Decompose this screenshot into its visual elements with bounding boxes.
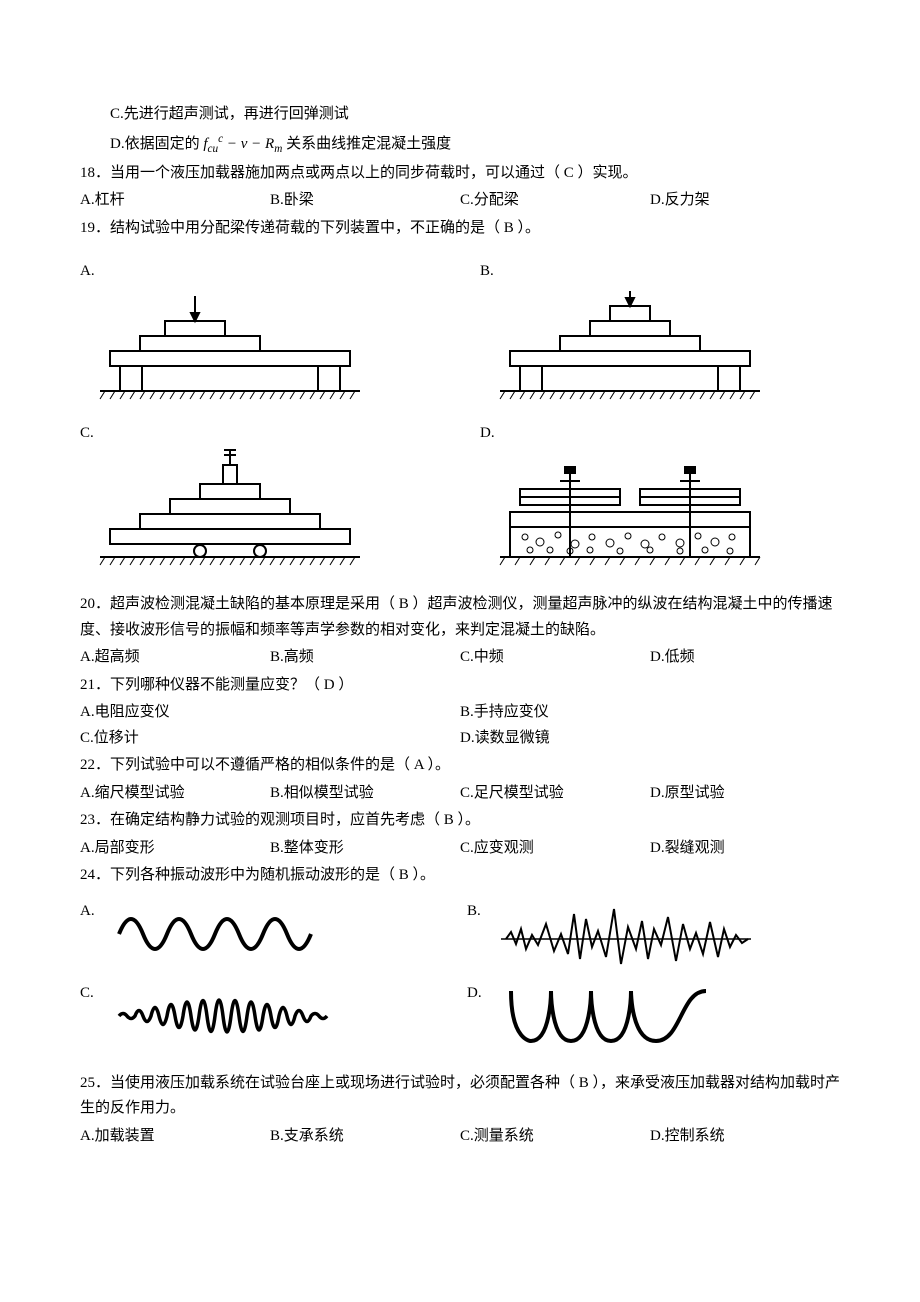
q24-fig-c-svg — [109, 981, 369, 1051]
q20-text: 20．超声波检测混凝土缺陷的基本原理是采用（ B ）超声波检测仪，测量超声脉冲的… — [80, 592, 840, 643]
q19-fig-a: A. — [80, 259, 440, 401]
q19-fig-b-label: B. — [480, 259, 840, 285]
q25-text: 25．当使用液压加载系统在试验台座上或现场进行试验时，必须配置各种（ B ），来… — [80, 1071, 840, 1122]
q20-opt-b: B.高频 — [270, 645, 460, 671]
q21-options: A.电阻应变仪 B.手持应变仪 C.位移计 D.读数显微镜 — [80, 700, 840, 751]
q18-opt-a: A.杠杆 — [80, 188, 270, 214]
q19-fig-d: D. — [480, 421, 840, 563]
q21-opt-b: B.手持应变仪 — [460, 700, 840, 726]
q22-opt-c: C.足尺模型试验 — [460, 781, 650, 807]
q23-opt-d: D.裂缝观测 — [650, 836, 840, 862]
q23-opt-b: B.整体变形 — [270, 836, 460, 862]
q25-opt-a: A.加载装置 — [80, 1124, 270, 1150]
q19-fig-b-svg — [480, 291, 780, 401]
q18-options: A.杠杆 B.卧梁 C.分配梁 D.反力架 — [80, 188, 840, 214]
q20-options: A.超高频 B.高频 C.中频 D.低频 — [80, 645, 840, 671]
q22-opt-d: D.原型试验 — [650, 781, 840, 807]
q24-fig-a-label: A. — [80, 899, 95, 925]
q19-fig-c-label: C. — [80, 421, 440, 447]
option-d-formula: fcuc − ν − Rm — [203, 136, 282, 152]
q23-text: 23．在确定结构静力试验的观测项目时，应首先考虑（ B ）。 — [80, 808, 840, 834]
q24-text: 24．下列各种振动波形中为随机振动波形的是（ B ）。 — [80, 863, 840, 889]
q20-opt-c: C.中频 — [460, 645, 650, 671]
q23-opt-c: C.应变观测 — [460, 836, 650, 862]
q24-fig-d-label: D. — [467, 981, 482, 1007]
q19-fig-c: C. — [80, 421, 440, 563]
q24-fig-b-svg — [496, 899, 756, 969]
q25-opt-d: D.控制系统 — [650, 1124, 840, 1150]
q19-fig-a-svg — [80, 291, 380, 401]
q22-opt-b: B.相似模型试验 — [270, 781, 460, 807]
q18-opt-c: C.分配梁 — [460, 188, 650, 214]
option-d-suffix: 关系曲线推定混凝土强度 — [286, 136, 451, 152]
q20-opt-a: A.超高频 — [80, 645, 270, 671]
q21-text: 21．下列哪种仪器不能测量应变？（ D ） — [80, 673, 840, 699]
q19-text: 19．结构试验中用分配梁传递荷载的下列装置中，不正确的是（ B ）。 — [80, 216, 840, 242]
q21-opt-c: C.位移计 — [80, 726, 460, 752]
q20-opt-d: D.低频 — [650, 645, 840, 671]
option-d-prefix: D.依据固定的 — [110, 136, 200, 152]
q18-text: 18．当用一个液压加载器施加两点或两点以上的同步荷载时，可以通过（ C ）实现。 — [80, 161, 840, 187]
q19-fig-c-svg — [80, 452, 380, 562]
q23-opt-a: A.局部变形 — [80, 836, 270, 862]
q25-opt-b: B.支承系统 — [270, 1124, 460, 1150]
q24-figures: A. B. C. D. — [80, 899, 840, 1051]
q21-opt-a: A.电阻应变仪 — [80, 700, 460, 726]
q22-options: A.缩尺模型试验 B.相似模型试验 C.足尺模型试验 D.原型试验 — [80, 781, 840, 807]
q24-fig-c-label: C. — [80, 981, 95, 1007]
q24-fig-b-label: B. — [467, 899, 482, 925]
q24-fig-a-svg — [109, 899, 369, 969]
q23-options: A.局部变形 B.整体变形 C.应变观测 D.裂缝观测 — [80, 836, 840, 862]
q25-options: A.加载装置 B.支承系统 C.测量系统 D.控制系统 — [80, 1124, 840, 1150]
option-c: C.先进行超声测试，再进行回弹测试 — [110, 102, 840, 128]
q18-opt-b: B.卧梁 — [270, 188, 460, 214]
q19-figures: A. — [80, 259, 840, 562]
q24-fig-d-svg — [496, 981, 756, 1051]
q21-opt-d: D.读数显微镜 — [460, 726, 840, 752]
q22-text: 22．下列试验中可以不遵循严格的相似条件的是（ A ）。 — [80, 753, 840, 779]
q22-opt-a: A.缩尺模型试验 — [80, 781, 270, 807]
q19-fig-d-svg — [480, 452, 780, 562]
q19-fig-a-label: A. — [80, 259, 440, 285]
q19-fig-b: B. — [480, 259, 840, 401]
q25-opt-c: C.测量系统 — [460, 1124, 650, 1150]
q18-opt-d: D.反力架 — [650, 188, 840, 214]
q19-fig-d-label: D. — [480, 421, 840, 447]
option-d: D.依据固定的 fcuc − ν − Rm 关系曲线推定混凝土强度 — [110, 130, 840, 159]
